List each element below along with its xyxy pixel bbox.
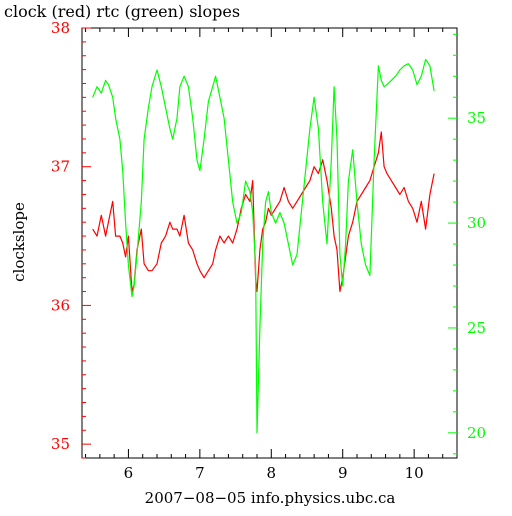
chart-title: clock (red) rtc (green) slopes <box>4 2 240 21</box>
y-left-tick-label: 35 <box>51 435 70 453</box>
series-line-rtc <box>92 58 435 434</box>
plot-frame <box>81 27 458 459</box>
x-tick-label: 9 <box>338 464 348 482</box>
y-left-tick-label: 36 <box>51 296 70 314</box>
x-tick-label: 7 <box>195 464 205 482</box>
x-axis-label: 2007−08−05 info.physics.ubc.ca <box>145 489 396 507</box>
y-axis-label: clockslope <box>10 202 28 282</box>
y-right-tick-label: 25 <box>467 319 486 337</box>
y-left-tick-label: 37 <box>51 158 70 176</box>
y-right-tick-label: 35 <box>467 109 486 127</box>
y-left-tick-label: 38 <box>51 19 70 37</box>
y-right-tick-label: 30 <box>467 214 486 232</box>
x-tick-label: 6 <box>124 464 134 482</box>
y-right-tick-label: 20 <box>467 424 486 442</box>
x-tick-label: 8 <box>267 464 277 482</box>
chart-marks: 6 7 8 9 10 35 36 37 38 20 25 30 35 <box>51 19 486 482</box>
x-tick-label: 10 <box>405 464 424 482</box>
